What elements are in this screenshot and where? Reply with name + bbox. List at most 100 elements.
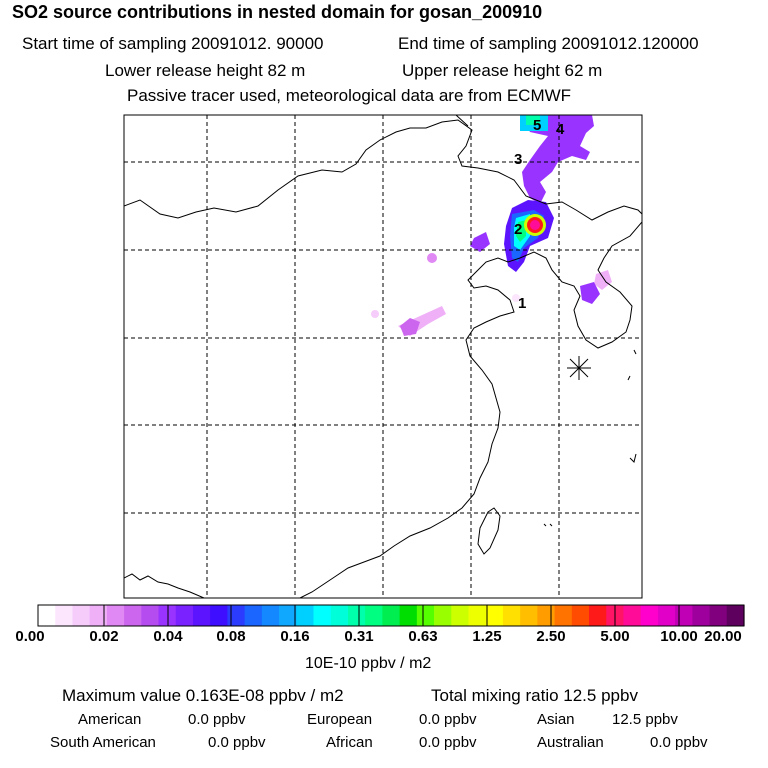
colorbar-swatch	[261, 605, 280, 626]
colorbar-swatch	[623, 605, 642, 626]
colorbar-tick-7: 1.25	[472, 628, 502, 645]
plume-small	[427, 253, 437, 263]
region-asian-name: Asian	[537, 711, 575, 728]
colorbar-swatch	[330, 605, 349, 626]
colorbar-tick-10: 10.00	[660, 628, 698, 645]
colorbar-swatch	[485, 605, 504, 626]
colorbar-swatch	[692, 605, 711, 626]
region-australian-name: Australian	[537, 734, 604, 751]
colorbar-tick-3: 0.08	[216, 628, 246, 645]
plume-korea	[580, 282, 600, 304]
colorbar-swatch	[382, 605, 401, 626]
plume-layer	[371, 115, 612, 336]
colorbar-swatch	[279, 605, 297, 626]
colorbar-swatch	[55, 605, 74, 626]
colorbar-swatch	[571, 605, 590, 626]
colorbar-swatch	[244, 605, 263, 626]
source-label-3: 3	[514, 151, 522, 168]
colorbar-swatch	[434, 605, 452, 626]
colorbar-swatch	[537, 605, 556, 626]
plume-faint	[371, 310, 379, 318]
taiwan-outline	[477, 507, 501, 555]
plume-korea-west	[594, 270, 612, 290]
colorbar-swatch	[468, 605, 487, 626]
coastline-layer	[124, 115, 642, 598]
source-label-4: 4	[556, 121, 565, 138]
colorbar-tick-0: 0.00	[15, 628, 45, 645]
colorbar-swatch	[554, 605, 573, 626]
colorbar-tick-4: 0.16	[280, 628, 310, 645]
end-time: End time of sampling 20091012.120000	[398, 34, 699, 53]
colorbar-tick-2: 0.04	[153, 628, 183, 645]
colorbar-swatch	[365, 605, 383, 626]
source-label-1: 1	[518, 295, 526, 312]
colorbar-swatch	[675, 605, 693, 626]
coastlines	[124, 115, 642, 598]
colorbar-unit: 10E-10 ppbv / m2	[305, 655, 432, 672]
region-asian-value: 12.5 ppbv	[612, 711, 678, 728]
lat-lon-grid	[124, 115, 642, 598]
colorbar	[37, 605, 745, 626]
colorbar-tick-8: 2.50	[536, 628, 566, 645]
colorbar-swatch	[399, 605, 418, 626]
plume-north	[520, 115, 594, 204]
colorbar-swatch	[72, 605, 91, 626]
colorbar-swatch	[124, 605, 142, 626]
region-american-name: American	[78, 711, 142, 728]
plume-left	[470, 232, 490, 252]
source-label-5: 5	[533, 117, 541, 134]
region-european-value: 0.0 ppbv	[419, 711, 477, 728]
region-african-name: African	[326, 734, 373, 751]
map-frame	[123, 114, 643, 599]
colorbar-frame	[37, 604, 745, 627]
tracer-note: Passive tracer used, meteorological data…	[127, 86, 572, 105]
colorbar-swatch	[227, 605, 246, 626]
colorbar-tick-6: 0.63	[408, 628, 438, 645]
colorbar-swatch	[38, 605, 56, 626]
region-american-value: 0.0 ppbv	[188, 711, 246, 728]
plume-yellow-sea	[512, 294, 520, 302]
colorbar-swatch	[347, 605, 366, 626]
receptor-asterisk-icon	[567, 356, 591, 380]
plume-peak-core	[530, 220, 540, 230]
colorbar-swatch	[451, 605, 470, 626]
map-title: SO2 source contributions in nested domai…	[12, 2, 543, 22]
colorbar-tick-5: 0.31	[344, 628, 374, 645]
colorbar-swatch	[175, 605, 194, 626]
region-south-american-name: South American	[50, 734, 156, 751]
colorbar-tick-9: 5.00	[600, 628, 630, 645]
colorbar-swatch	[520, 605, 538, 626]
colorbar-swatch	[89, 605, 108, 626]
plume-top-core	[526, 115, 540, 125]
colorbar-swatch	[313, 605, 332, 626]
colorbar-swatch	[141, 605, 160, 626]
colorbar-swatch	[106, 605, 125, 626]
colorbar-swatch	[502, 605, 521, 626]
lower-release-height: Lower release height 82 m	[105, 61, 306, 80]
total-mixing-ratio: Total mixing ratio 12.5 ppbv	[431, 686, 638, 705]
colorbar-swatch	[589, 605, 607, 626]
colorbar-swatch	[210, 605, 229, 626]
colorbar-swatch	[657, 605, 676, 626]
colorbar-swatch	[158, 605, 177, 626]
colorbar-tick-11: 20.00	[704, 628, 742, 645]
plume-main-green	[516, 220, 526, 242]
source-label-2: 2	[514, 221, 522, 238]
colorbar-swatch	[416, 605, 435, 626]
upper-release-height: Upper release height 62 m	[402, 61, 603, 80]
colorbar-swatch	[709, 605, 728, 626]
region-australian-value: 0.0 ppbv	[650, 734, 708, 751]
start-time: Start time of sampling 20091012. 90000	[22, 34, 324, 53]
region-european-name: European	[307, 711, 373, 728]
region-african-value: 0.0 ppbv	[419, 734, 477, 751]
maximum-value: Maximum value 0.163E-08 ppbv / m2	[62, 686, 344, 705]
colorbar-swatch	[726, 605, 745, 626]
colorbar-swatch	[192, 605, 211, 626]
source-labels: 1 2 3 4 5	[514, 117, 565, 312]
region-south-american-value: 0.0 ppbv	[208, 734, 266, 751]
colorbar-swatch	[296, 605, 315, 626]
plume-bohai	[400, 318, 420, 336]
colorbar-tick-1: 0.02	[89, 628, 119, 645]
colorbar-swatch	[640, 605, 659, 626]
